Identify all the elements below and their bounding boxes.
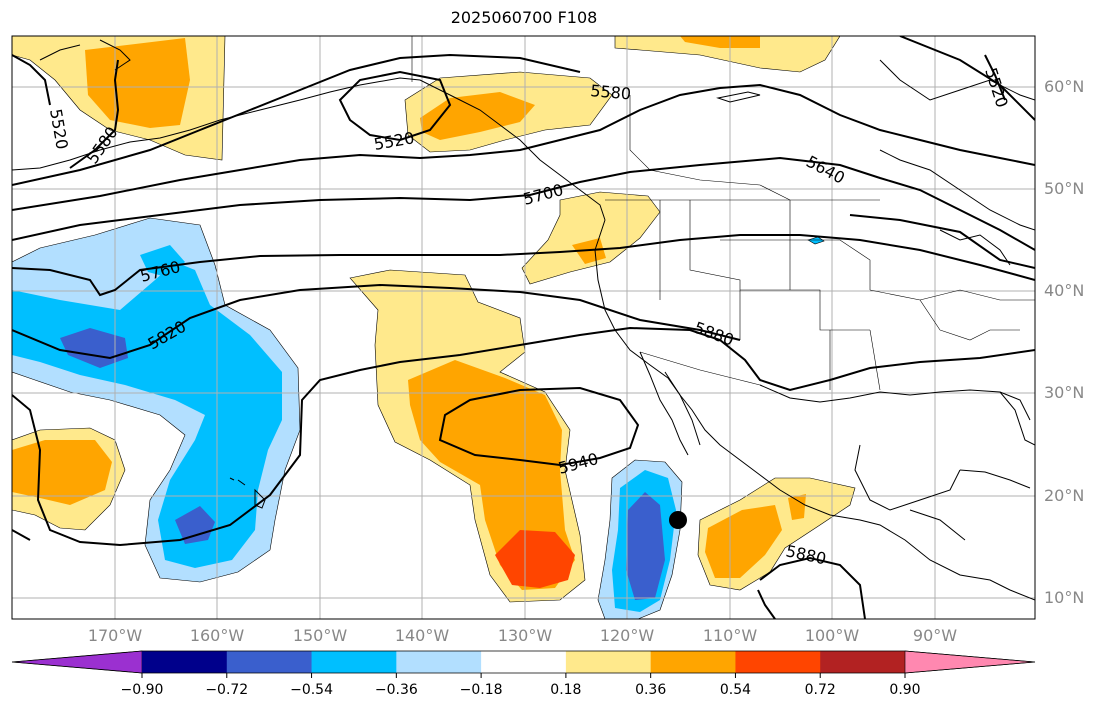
- negative-anomaly-shading: [12, 217, 825, 619]
- lat-label: 30°N: [1044, 383, 1085, 402]
- storm-position-dot: [669, 511, 687, 529]
- colorbar-tick-label: −0.90: [120, 682, 164, 698]
- lon-label: 160°W: [189, 626, 245, 645]
- lat-label: 20°N: [1044, 486, 1085, 505]
- colorbar-segment: [650, 651, 736, 673]
- colorbar-segment: [226, 651, 313, 673]
- lon-label: 100°W: [804, 626, 860, 645]
- lon-label: 140°W: [394, 626, 450, 645]
- colorbar-segment: [396, 651, 482, 673]
- lat-label: 50°N: [1044, 179, 1085, 198]
- colorbar-segment: [311, 651, 397, 673]
- colorbar-tick-label: −0.18: [459, 682, 503, 698]
- colorbar-tick-label: −0.54: [290, 682, 333, 698]
- lon-label: 150°W: [292, 626, 348, 645]
- colorbar-tick-label: 0.90: [889, 682, 921, 698]
- colorbar-segment: [565, 651, 652, 673]
- colorbar-segment: [481, 651, 567, 673]
- colorbar-segment: [142, 651, 228, 673]
- lon-label: 90°W: [912, 626, 958, 645]
- colorbar-tick-label: −0.72: [205, 682, 249, 698]
- colorbar-tick-label: 0.54: [719, 682, 752, 698]
- colorbar-tick-label: 0.36: [635, 682, 667, 698]
- map-frame: [11, 35, 1036, 620]
- political-borders: [411, 36, 1035, 391]
- height-contours: [12, 36, 1035, 619]
- colorbar-segment: [735, 651, 821, 673]
- lon-label: 170°W: [87, 626, 143, 645]
- colorbar-tick-label: −0.36: [374, 682, 418, 698]
- graticule: [12, 36, 1035, 619]
- lat-label: 10°N: [1044, 588, 1085, 607]
- map-title: 2025060700 F108: [450, 8, 598, 27]
- lon-label: 120°W: [599, 626, 655, 645]
- lat-label: 40°N: [1044, 281, 1085, 300]
- lat-label: 60°N: [1044, 77, 1085, 96]
- colorbar-extension-max: [904, 650, 1036, 674]
- contour-label: 5580: [590, 81, 632, 103]
- positive-anomaly-shading: [12, 36, 856, 603]
- colorbar-segment: [820, 651, 906, 673]
- lon-label: 130°W: [497, 626, 553, 645]
- colorbar-tick-label: 0.18: [550, 682, 582, 698]
- lon-label: 110°W: [702, 626, 758, 645]
- colorbar-extension-min: [11, 650, 143, 674]
- colorbar-tick-label: 0.72: [804, 682, 836, 698]
- colorbar: [11, 650, 1036, 678]
